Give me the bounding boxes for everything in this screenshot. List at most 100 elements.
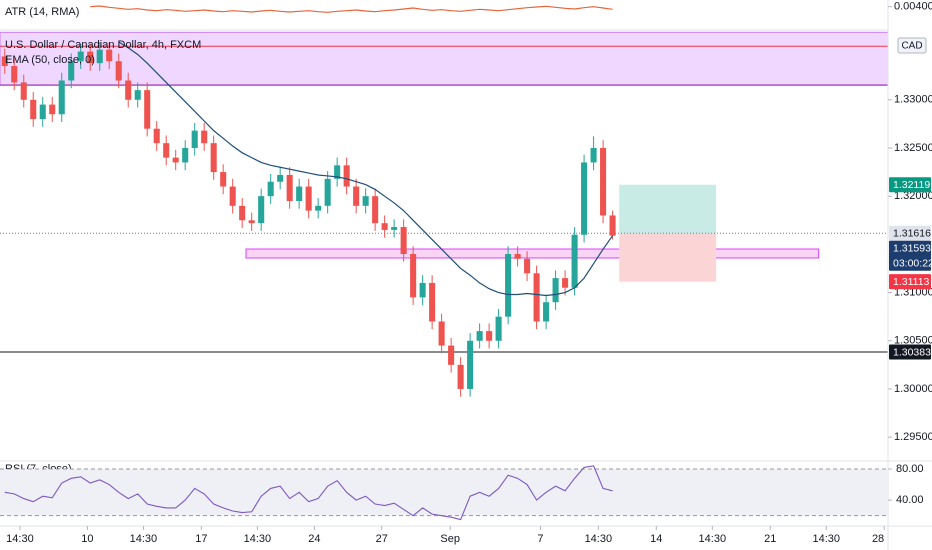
chart-title: U.S. Dollar / Canadian Dollar, 4h, FXCM (5, 39, 201, 51)
zone (245, 248, 820, 259)
price-label: 1.31616 (893, 227, 931, 239)
candle-body (11, 66, 18, 83)
candle-body (96, 49, 103, 64)
candle-body (296, 186, 303, 201)
candle-body (467, 340, 474, 389)
candle-body (524, 258, 531, 274)
candle-body (39, 104, 46, 120)
x-tick-label: 14:30 (6, 533, 34, 545)
position-loss (619, 233, 717, 282)
y-tick-label: 1.30500 (894, 335, 932, 347)
y-tick-label: 1.30000 (894, 383, 932, 395)
candle-body (87, 51, 94, 64)
candle-body (144, 90, 151, 129)
candle-body (1, 56, 8, 67)
candle-body (419, 282, 426, 298)
price-label-box (889, 274, 931, 290)
candle-body (353, 186, 360, 206)
candle-body (201, 130, 208, 144)
candle-body (248, 220, 255, 224)
x-tick-label: 17 (195, 533, 207, 545)
currency-badge[interactable] (897, 37, 927, 54)
price-label-box (889, 225, 931, 241)
price-label-box (889, 240, 931, 271)
candle-body (49, 104, 56, 115)
candle-body (277, 174, 284, 182)
candle-body (30, 99, 37, 120)
candle-body (505, 254, 512, 317)
y-tick-label: 1.32000 (894, 190, 932, 202)
candle-body (590, 147, 597, 163)
candle-body (77, 51, 84, 62)
candle-body (115, 61, 122, 81)
candle-body (372, 196, 379, 224)
candle-body (210, 143, 217, 173)
x-tick-label: 27 (376, 533, 388, 545)
candle-body (315, 205, 322, 211)
x-tick-label: 10 (81, 533, 93, 545)
y-tick-label: 1.31000 (894, 286, 932, 298)
candle-body (229, 186, 236, 206)
candle-body (600, 147, 607, 216)
atr-tick-label: 0.00400 (894, 1, 932, 13)
candle-body (400, 227, 407, 255)
candle-body (562, 278, 569, 288)
main-pane (0, 31, 888, 397)
price-label: 1.32119 (893, 179, 930, 191)
candle-body (552, 278, 559, 303)
x-tick-label: 28 (872, 533, 884, 545)
candle-body (20, 82, 27, 100)
candle-body (153, 128, 160, 144)
y-tick-label: 1.33000 (894, 94, 932, 106)
candle-body (410, 254, 417, 298)
atr-title: ATR (14, RMA) (5, 6, 79, 18)
candle-body (324, 178, 331, 206)
rsi-band (0, 469, 888, 516)
x-tick-label: 14 (650, 533, 662, 545)
candle-body (457, 364, 464, 389)
price-label-box (889, 344, 931, 360)
price-label: 1.30383 (893, 346, 931, 358)
candle-body (533, 273, 540, 322)
candle-body (163, 143, 170, 158)
x-tick-label: 24 (308, 533, 320, 545)
candle-body (381, 223, 388, 230)
candle-body (172, 157, 179, 163)
candle-body (486, 331, 493, 341)
currency-label[interactable]: CAD (901, 41, 922, 52)
candle-body (191, 130, 198, 148)
zone (0, 31, 888, 86)
candle-body (362, 196, 369, 206)
candle-body (68, 61, 75, 81)
candle-body (448, 345, 455, 365)
price-label: 1.31113 (893, 276, 930, 288)
candle-body (609, 215, 616, 236)
candle-body (305, 186, 312, 211)
candle-body (343, 165, 350, 187)
candle-body (438, 321, 445, 346)
atr-line (90, 5, 613, 13)
candle-body (581, 162, 588, 235)
candle-body (125, 80, 132, 100)
x-tick-label: 14:30 (130, 533, 158, 545)
rsi-line (4, 465, 613, 521)
candle-body (106, 49, 113, 62)
candle-body (267, 181, 274, 197)
countdown-label: 03:00:22 (893, 257, 932, 269)
x-tick-label: Sep (440, 533, 460, 545)
candle-body (58, 80, 65, 115)
x-tick-label: 14:30 (585, 533, 613, 545)
y-tick-label: 1.32500 (894, 142, 932, 154)
x-tick-label: 14:30 (813, 533, 841, 545)
x-tick-label: 14:30 (699, 533, 727, 545)
ema-line (118, 41, 614, 297)
candle-body (514, 254, 521, 259)
candle-body (495, 316, 502, 341)
candle-body (182, 147, 189, 163)
rsi-tick-label: 80.00 (896, 463, 924, 475)
candle-body (258, 196, 265, 224)
position-profit (619, 184, 717, 234)
